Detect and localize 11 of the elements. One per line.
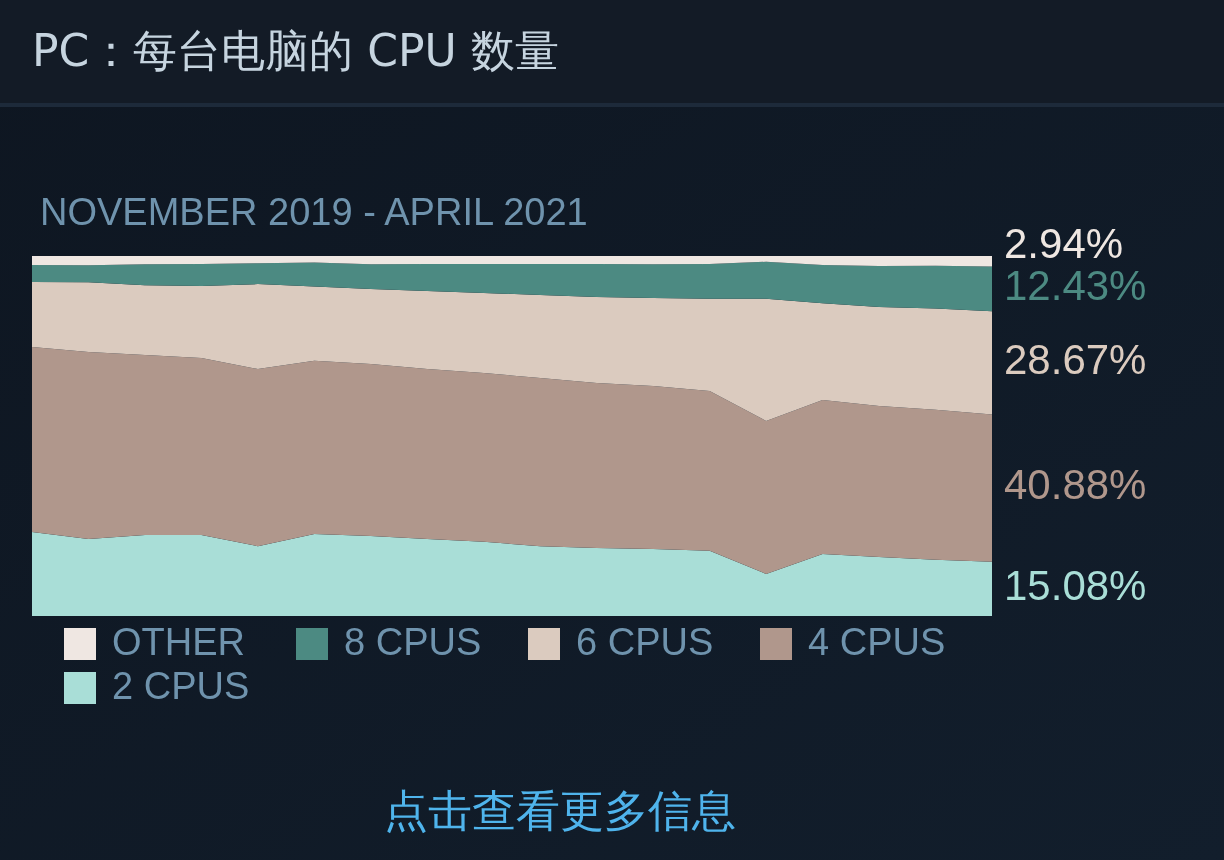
data-label: 40.88%: [1004, 461, 1147, 509]
chart-title: PC：每台电脑的 CPU 数量: [32, 25, 559, 76]
data-label: 15.08%: [1004, 561, 1147, 609]
legend-label: 8 CPUS: [344, 621, 482, 664]
legend-label: 2 CPUS: [112, 665, 250, 708]
text: 点击查看更多信息: [384, 785, 736, 836]
legend-label: 6 CPUS: [576, 621, 714, 664]
data-label: 28.67%: [1004, 336, 1147, 384]
legend-label: OTHER: [112, 621, 245, 664]
chart-subtitle: NOVEMBER 2019 - APRIL 2021: [40, 191, 588, 234]
legend-label: 4 CPUS: [808, 621, 946, 664]
